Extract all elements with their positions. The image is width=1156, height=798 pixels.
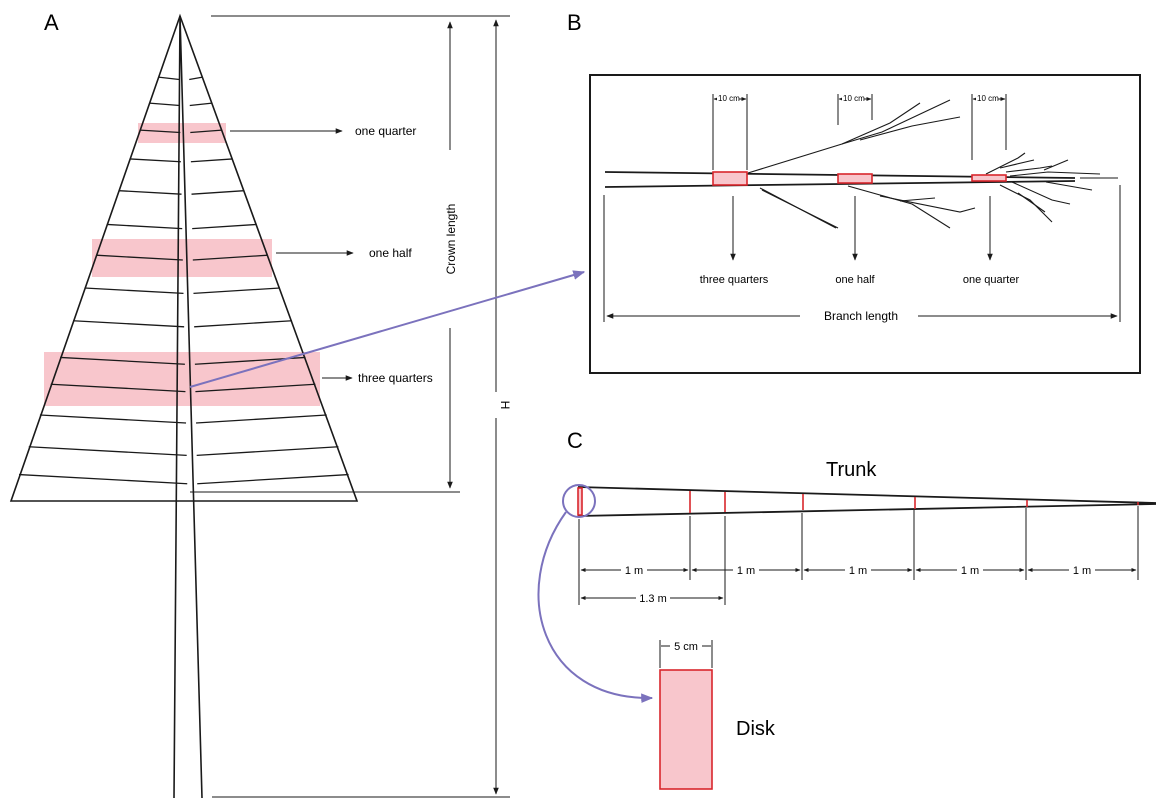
branch-sample-three-quarters <box>712 171 748 186</box>
whorl-branch-right <box>189 76 203 81</box>
segment-dimensions: 1 m 1 m 1 m 1 m 1 m 1.3 m <box>580 563 1137 605</box>
whorl-branch-right <box>190 158 233 163</box>
whorl-branch-left <box>60 356 185 365</box>
segment-width-label-2: 10 cm <box>843 94 865 103</box>
disk-thickness-dimension: 5 cm <box>659 639 713 668</box>
segment-width-label-1: 10 cm <box>718 94 740 103</box>
whorl-branch-left <box>139 129 181 134</box>
segment-width-label-3: 10 cm <box>977 94 999 103</box>
disk-sample <box>659 669 713 790</box>
trunk-disk-cuts <box>577 487 1139 516</box>
disk-thickness-label: 5 cm <box>674 641 698 653</box>
whorl-branch-right <box>192 223 257 230</box>
whorl-branch-right <box>190 129 223 134</box>
whorl-branches <box>18 76 349 485</box>
whorl-branch-right <box>194 320 293 328</box>
disk-label: Disk <box>736 718 776 740</box>
sample-band-one-half <box>92 239 272 277</box>
connector-to-disk <box>537 511 654 703</box>
whorl-branch-left <box>84 287 184 295</box>
connector-tree-to-branch <box>189 270 586 388</box>
whorl-branch-right <box>195 383 316 393</box>
sample-band-one-quarter <box>138 123 226 143</box>
whorl-branch-right <box>191 190 245 195</box>
segment-label-3: 1 m <box>849 565 867 577</box>
whorl-branch-left <box>18 473 188 485</box>
branch-sample-one-quarter <box>971 174 1007 182</box>
whorl-branch-left <box>50 383 186 393</box>
whorl-branch-right <box>189 102 213 107</box>
crown-length-label: Crown length <box>444 204 458 275</box>
whorl-branch-left <box>72 320 185 328</box>
segment-label-5: 1 m <box>1073 565 1091 577</box>
segment-label-2: 1 m <box>737 565 755 577</box>
sample-band-three-quarters <box>44 352 320 406</box>
panel-label-c: C <box>567 428 583 453</box>
whorl-branch-left <box>118 190 182 195</box>
label-branch-three-quarters: three quarters <box>700 274 769 286</box>
label-branch-one-quarter: one quarter <box>963 274 1020 286</box>
label-tree-one-half: one half <box>369 246 412 260</box>
segment-label-1: 1 m <box>625 565 643 577</box>
whorl-branch-right <box>193 287 281 295</box>
height-label: H <box>498 401 512 410</box>
crown-outline <box>9 13 359 502</box>
whorl-branch-left <box>95 254 183 261</box>
segment-label-4: 1 m <box>961 565 979 577</box>
segment-guides <box>578 506 1139 605</box>
label-tree-three-quarters: three quarters <box>358 371 433 385</box>
whorl-branch-right <box>196 446 339 457</box>
whorl-branch-left <box>28 446 187 457</box>
label-tree-one-quarter: one quarter <box>355 124 416 138</box>
trunk-outline <box>577 486 1156 517</box>
segment-bracket-3: 10 cm <box>971 94 1007 160</box>
segment-bracket-1: 10 cm <box>712 94 748 170</box>
whorl-branch-right <box>192 254 268 261</box>
branch-length-label: Branch length <box>824 309 898 323</box>
tree-stem <box>173 15 203 798</box>
breast-height-label: 1.3 m <box>639 593 667 605</box>
label-branch-one-half: one half <box>835 274 875 286</box>
whorl-branch-right <box>197 473 349 485</box>
branch-sample-one-half <box>837 173 873 184</box>
branch-panel-frame <box>589 74 1141 374</box>
whorl-branch-left <box>106 223 183 230</box>
whorl-branch-right <box>196 414 327 424</box>
segment-bracket-2: 10 cm <box>837 94 873 125</box>
panel-label-b: B <box>567 10 582 35</box>
whorl-branch-left <box>39 414 187 424</box>
disk-zoom-circle <box>562 484 596 518</box>
whorl-branch-left <box>129 158 181 163</box>
trunk-title: Trunk <box>826 459 877 481</box>
whorl-branch-left <box>158 76 180 81</box>
branch-twigs <box>747 99 1118 229</box>
panel-label-a: A <box>44 10 59 35</box>
whorl-branch-left <box>149 102 180 107</box>
